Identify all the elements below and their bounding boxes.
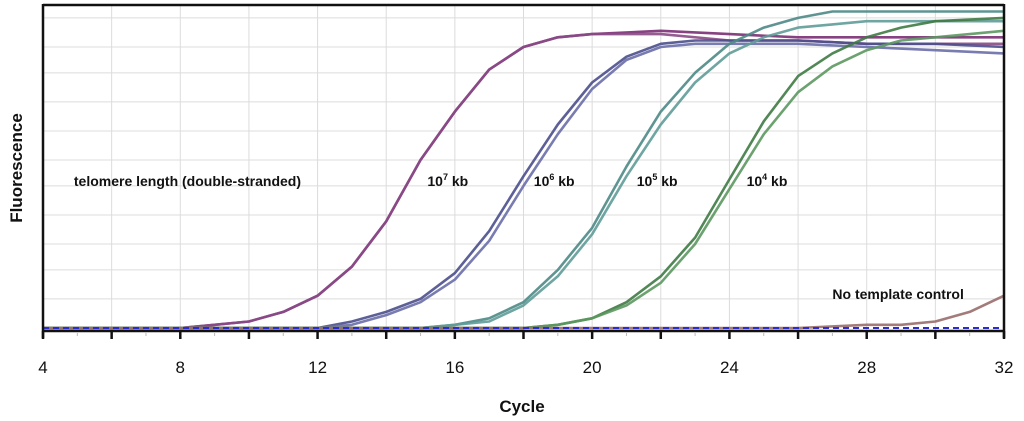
series-layer	[43, 10, 1005, 330]
x-tick-label: 4	[38, 358, 47, 377]
x-tick-label: 20	[583, 358, 602, 377]
x-tick-label: 32	[995, 358, 1014, 377]
telomere-length-label: telomere length (double-stranded)	[74, 173, 301, 189]
annotations: telomere length (double-stranded) 107 kb 1…	[74, 172, 964, 302]
x-tick-label: 24	[720, 358, 739, 377]
x-tick-label: 8	[176, 358, 185, 377]
series-line-1e5	[43, 19, 1004, 330]
x-tick-label: 28	[857, 358, 876, 377]
x-tick-label: 16	[445, 358, 464, 377]
concentration-label: 104 kb	[747, 172, 788, 189]
x-axis-title: Cycle	[499, 397, 544, 416]
series-line-1e6	[43, 39, 1005, 330]
series-line-1e4	[43, 29, 1005, 330]
series-line-1e6	[43, 42, 1005, 330]
x-tick-label: 12	[308, 358, 327, 377]
concentration-label: 105 kb	[637, 172, 678, 189]
ntc-label: No template control	[832, 286, 963, 302]
concentration-label: 107 kb	[427, 172, 468, 189]
concentration-label: 106 kb	[534, 172, 575, 189]
y-axis-title: Fluorescence	[7, 113, 26, 223]
x-ticks: 4 8 12 16 20 24 28 32	[38, 331, 1013, 377]
